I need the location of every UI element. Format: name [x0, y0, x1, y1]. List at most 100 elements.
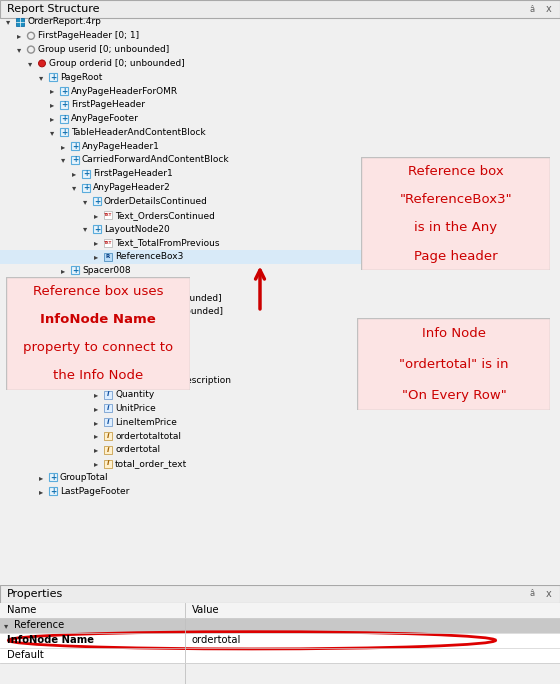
- Text: property to connect to: property to connect to: [23, 341, 173, 354]
- Text: OrderDetailsContinued: OrderDetailsContinued: [104, 197, 208, 206]
- Text: OrderList: OrderList: [104, 321, 146, 330]
- Text: CarriedForwardAndContentBlock: CarriedForwardAndContentBlock: [82, 155, 230, 164]
- Text: ▾: ▾: [61, 155, 66, 164]
- Text: ▸: ▸: [94, 252, 98, 261]
- FancyBboxPatch shape: [361, 157, 550, 270]
- Text: ▸: ▸: [94, 418, 98, 427]
- Text: ▸: ▸: [50, 101, 54, 109]
- Text: FirstPageHeader [0; 1]: FirstPageHeader [0; 1]: [38, 31, 139, 40]
- Text: â: â: [530, 590, 535, 598]
- Text: +: +: [72, 142, 78, 150]
- Text: Quantity: Quantity: [115, 390, 154, 399]
- Bar: [104, 460, 112, 468]
- Text: ▸: ▸: [94, 211, 98, 220]
- Text: +: +: [50, 487, 56, 496]
- Text: +: +: [94, 224, 100, 233]
- Text: ▾: ▾: [50, 280, 54, 289]
- Bar: [93, 321, 101, 330]
- Text: LastPageFooter: LastPageFooter: [60, 487, 129, 496]
- Bar: [105, 350, 111, 356]
- Text: ▾: ▾: [39, 73, 43, 81]
- Text: +: +: [61, 86, 67, 96]
- Text: ▾: ▾: [6, 18, 10, 27]
- Text: ▸: ▸: [94, 459, 98, 468]
- Text: total_order_text: total_order_text: [115, 459, 187, 468]
- Text: ▸: ▸: [94, 238, 98, 248]
- Text: FirstPageHeader: FirstPageHeader: [71, 101, 145, 109]
- Text: +: +: [50, 473, 56, 482]
- Text: TXT: TXT: [104, 337, 112, 341]
- Text: Reference box uses: Reference box uses: [32, 285, 164, 298]
- Bar: [0, 648, 560, 663]
- Text: ▾: ▾: [17, 45, 21, 54]
- Text: x: x: [546, 589, 552, 598]
- Bar: [104, 239, 112, 247]
- Text: Name: Name: [7, 605, 36, 616]
- Text: "On Every Row": "On Every Row": [402, 389, 506, 402]
- Bar: [60, 280, 68, 288]
- Circle shape: [82, 308, 90, 315]
- Text: ▸: ▸: [94, 349, 98, 358]
- Bar: [49, 473, 57, 482]
- Text: "ReferenceBox3": "ReferenceBox3": [399, 193, 512, 206]
- Text: ▾: ▾: [50, 128, 54, 137]
- Text: i: i: [107, 447, 109, 453]
- Text: Reference: Reference: [14, 620, 64, 631]
- Bar: [60, 101, 68, 109]
- Text: AnyPageFooter: AnyPageFooter: [71, 114, 139, 123]
- Text: AnyPageHeader1: AnyPageHeader1: [82, 142, 160, 150]
- Text: OrderReport.4rp: OrderReport.4rp: [27, 18, 101, 27]
- Text: ReferenceBox3: ReferenceBox3: [115, 252, 183, 261]
- Text: ▸: ▸: [50, 86, 54, 96]
- Text: ordertotal: ordertotal: [115, 445, 160, 454]
- Text: ▸: ▸: [94, 335, 98, 344]
- Text: LayoutNode20: LayoutNode20: [104, 224, 170, 233]
- Bar: [82, 170, 90, 178]
- Bar: [104, 252, 112, 261]
- Text: AnyPageHeader2: AnyPageHeader2: [93, 183, 171, 192]
- Text: FirstPageHeader1: FirstPageHeader1: [93, 170, 172, 179]
- Bar: [104, 350, 112, 357]
- Text: +: +: [50, 73, 56, 81]
- Circle shape: [39, 60, 45, 67]
- Text: Reference box: Reference box: [408, 165, 503, 178]
- Text: TXT: TXT: [104, 241, 112, 244]
- Text: ▸: ▸: [94, 363, 98, 371]
- Bar: [93, 225, 101, 233]
- Text: ▸: ▸: [50, 114, 54, 123]
- Text: TXT: TXT: [104, 213, 112, 217]
- Text: Report Structure: Report Structure: [7, 4, 100, 14]
- Bar: [60, 87, 68, 95]
- Text: Group orderid [0; unbounded]: Group orderid [0; unbounded]: [49, 59, 185, 68]
- Text: Group linenum [x; unbounded]: Group linenum [x; unbounded]: [82, 293, 222, 302]
- Text: GroupTotal: GroupTotal: [60, 473, 109, 482]
- Bar: [104, 391, 112, 399]
- Text: ▾: ▾: [4, 621, 8, 630]
- Text: ordertotaltotal: ordertotaltotal: [115, 432, 181, 440]
- Text: +: +: [61, 101, 67, 109]
- Text: ▾: ▾: [61, 293, 66, 302]
- Bar: [104, 446, 112, 453]
- Bar: [104, 432, 112, 440]
- Text: LineItemPrice: LineItemPrice: [115, 418, 177, 427]
- Text: R: R: [106, 254, 110, 259]
- Bar: [104, 377, 112, 385]
- Text: +: +: [83, 183, 89, 192]
- Text: Info Node: Info Node: [422, 327, 486, 340]
- Bar: [104, 211, 112, 219]
- Bar: [0, 585, 560, 603]
- Text: OnEveryRow [0; unbounded]: OnEveryRow [0; unbounded]: [93, 307, 223, 316]
- Text: ▸: ▸: [61, 142, 66, 150]
- Text: +: +: [83, 170, 89, 179]
- Text: Group userid [0; unbounded]: Group userid [0; unbounded]: [38, 45, 169, 54]
- Text: +: +: [94, 321, 100, 330]
- Text: AnyPageHeaderForOMR: AnyPageHeaderForOMR: [71, 86, 178, 96]
- Text: the Info Node: the Info Node: [53, 369, 143, 382]
- Bar: [0, 603, 560, 618]
- Bar: [49, 487, 57, 495]
- Bar: [104, 363, 112, 371]
- Bar: [82, 183, 90, 192]
- Text: ▸: ▸: [39, 473, 43, 482]
- Text: Default: Default: [7, 650, 44, 660]
- Text: i: i: [107, 419, 109, 425]
